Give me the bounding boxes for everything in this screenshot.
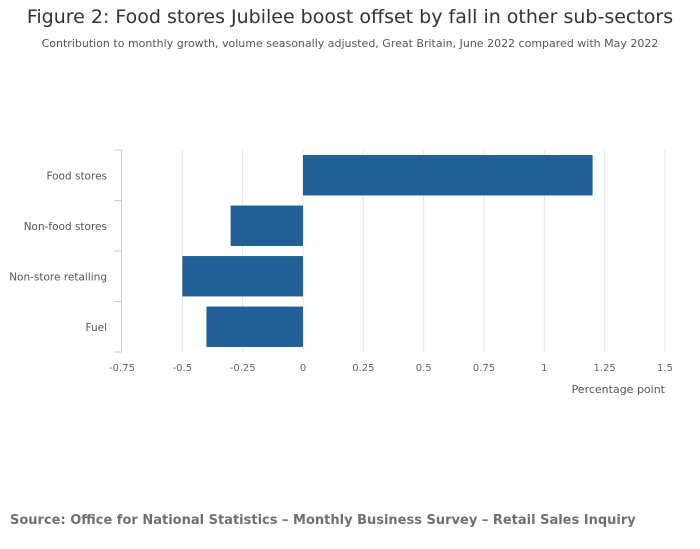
x-tick-label: 0.25 — [352, 363, 374, 374]
category-label: Non-food stores — [24, 221, 107, 233]
x-tick-label: -0.75 — [109, 363, 135, 374]
chart-title: Figure 2: Food stores Jubilee boost offs… — [26, 6, 674, 28]
bars — [182, 155, 593, 347]
category-label: Food stores — [46, 170, 107, 182]
bar — [206, 306, 303, 347]
category-label: Non-store retailing — [9, 271, 107, 283]
x-tick-label: 0.75 — [473, 363, 495, 374]
y-axis — [114, 149, 122, 353]
category-labels: Food stores Non-food stores Non-store reta… — [9, 170, 107, 334]
x-tick-label: 1.5 — [657, 363, 673, 374]
category-label: Fuel — [86, 322, 108, 334]
x-axis-label: Percentage point — [572, 383, 666, 396]
x-tick-label: 0.5 — [416, 363, 432, 374]
bar — [303, 155, 593, 196]
bar — [182, 256, 303, 297]
chart-subtitle: Contribution to monthly growth, volume s… — [41, 37, 659, 50]
x-tick-label: 0 — [300, 363, 306, 374]
x-tick-label: 1 — [541, 363, 547, 374]
bar — [230, 205, 303, 246]
x-tick-label: -0.5 — [173, 363, 193, 374]
source-note: Source: Office for National Statistics –… — [10, 513, 636, 528]
x-tick-label: 1.25 — [594, 363, 616, 374]
x-tick-labels: -0.75 -0.5 -0.25 0 0.25 0.5 0.75 1 1.25 1.5 — [109, 363, 673, 374]
x-tick-label: -0.25 — [230, 363, 256, 374]
